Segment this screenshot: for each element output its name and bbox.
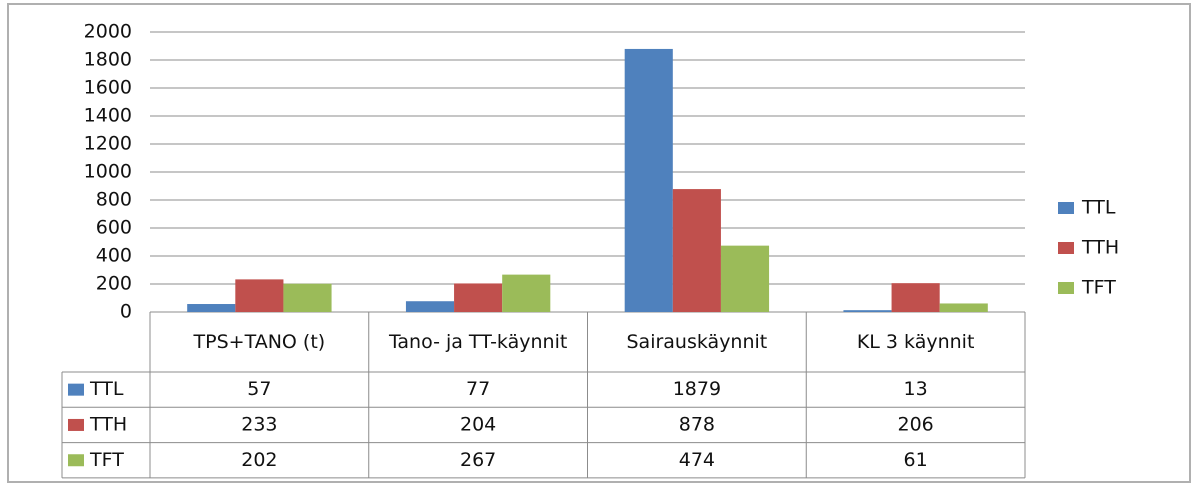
category-cell: TPS+TANO (t) (193, 331, 326, 353)
bar (405, 301, 455, 312)
table-value: 13 (904, 378, 928, 400)
bar (235, 279, 284, 312)
legend-key (1058, 282, 1074, 294)
legend-key (1058, 242, 1074, 254)
bar (187, 304, 236, 312)
table-value: 233 (241, 413, 277, 435)
chart-frame (7, 3, 1191, 483)
table-value: 77 (466, 378, 490, 400)
y-tick-label: 400 (96, 245, 132, 267)
table-value: 878 (679, 413, 715, 435)
table-legend-key (68, 454, 84, 467)
table-row-label: TFT (89, 449, 124, 471)
table-row-label: TTL (89, 378, 124, 400)
y-tick-label: 2000 (84, 21, 132, 43)
bar (672, 189, 721, 312)
table-value: 61 (904, 449, 928, 471)
bar (891, 283, 940, 312)
table-value: 206 (897, 413, 933, 435)
x-tick-label: TPS+TANO (t) (193, 331, 326, 353)
bar (720, 245, 770, 312)
y-tick-label: 600 (96, 217, 132, 239)
table-value: 202 (241, 449, 277, 471)
bar (624, 48, 673, 312)
table-row-label: TTH (89, 413, 127, 435)
table-legend-key (68, 383, 84, 396)
category-cell: Sairauskäynnit (626, 331, 768, 353)
table-value: 267 (460, 449, 496, 471)
bar (454, 283, 503, 312)
table-value: 474 (679, 449, 715, 471)
x-tick-label: KL 3 käynnit (856, 331, 975, 353)
y-tick-label: 1600 (84, 77, 132, 99)
table-value: 204 (460, 413, 496, 435)
y-tick-label: 200 (96, 273, 132, 295)
legend-key (1058, 202, 1074, 214)
y-tick-label: 1800 (84, 49, 132, 71)
category-cell: KL 3 käynnit (856, 331, 975, 353)
y-tick-label: 1200 (84, 133, 132, 155)
x-tick-label: Sairauskäynnit (626, 331, 768, 353)
legend-label: TTH (1081, 237, 1119, 259)
bar (502, 274, 551, 312)
y-tick-label: 1000 (84, 161, 132, 183)
x-tick-label: Tano- ja TT-käynnit (388, 331, 568, 353)
table-value: 57 (247, 378, 271, 400)
y-tick-label: 0 (120, 301, 132, 323)
bar (843, 310, 892, 312)
bar (283, 283, 332, 312)
legend-label: TFT (1081, 277, 1116, 299)
y-tick-label: 800 (96, 189, 132, 211)
bar (939, 303, 988, 312)
table-value: 1879 (673, 378, 721, 400)
category-cell: Tano- ja TT-käynnit (388, 331, 568, 353)
table-legend-key (68, 418, 84, 431)
legend-label: TTL (1081, 197, 1116, 219)
y-tick-label: 1400 (84, 105, 132, 127)
